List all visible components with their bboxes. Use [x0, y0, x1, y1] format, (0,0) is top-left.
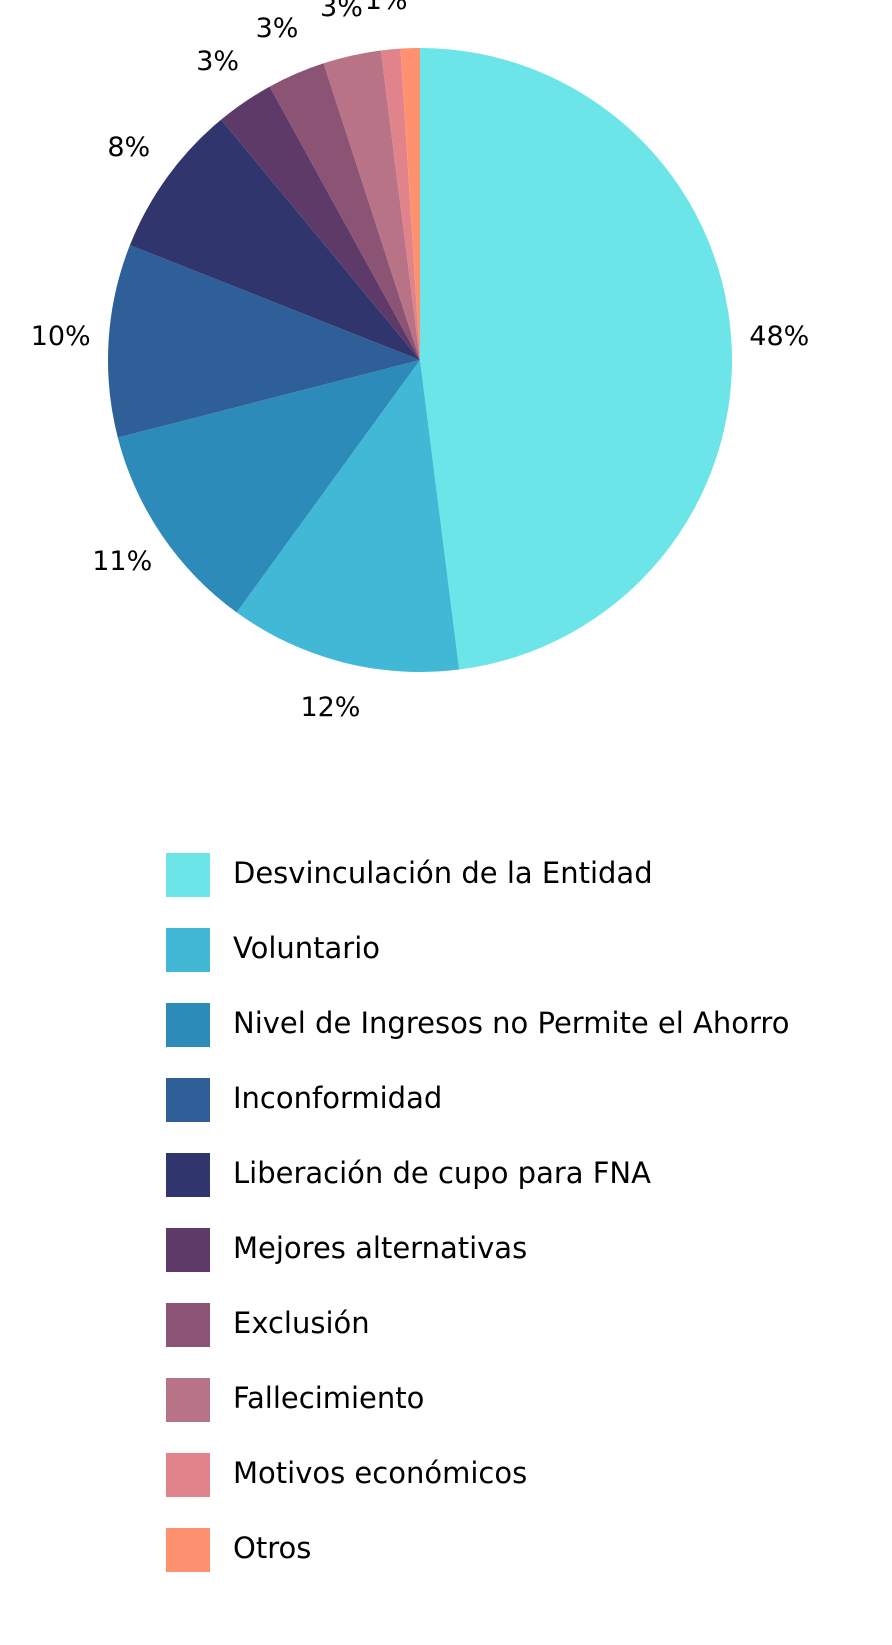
pie-slice [108, 245, 420, 438]
legend-swatch [166, 928, 210, 972]
legend-label: Otros [233, 1531, 311, 1565]
data-label: 8% [107, 132, 150, 163]
legend-swatch [166, 1453, 210, 1497]
legend-swatch [166, 853, 210, 897]
pie-slice [323, 50, 420, 361]
legend-label: Liberación de cupo para FNA [233, 1156, 651, 1190]
pie-slice [129, 119, 420, 360]
legend-label: Motivos económicos [233, 1456, 527, 1490]
data-label: 11% [92, 546, 152, 577]
data-label: 1% [365, 0, 408, 16]
data-label: 10% [31, 321, 91, 352]
legend-label: Fallecimiento [233, 1381, 424, 1415]
legend-swatch [166, 1153, 210, 1197]
legend-label: Exclusión [233, 1306, 370, 1340]
data-label: 3% [196, 46, 239, 77]
legend-swatch [166, 1378, 210, 1422]
legend-label: Voluntario [233, 931, 380, 965]
pie-slice [117, 360, 420, 613]
legend-label: Inconformidad [233, 1081, 442, 1115]
data-label: 3% [256, 13, 299, 44]
legend-swatch [166, 1003, 210, 1047]
pie-slice [221, 86, 420, 360]
legend-label: Mejores alternativas [233, 1231, 527, 1265]
legend-label: Desvinculación de la Entidad [233, 856, 653, 890]
data-label: 12% [300, 692, 360, 723]
data-label: 3% [320, 0, 363, 23]
pie-slice [400, 48, 420, 360]
pie-slice [269, 63, 420, 361]
pie-slice [236, 360, 460, 672]
pie-slice [420, 48, 733, 670]
pie-slice [380, 48, 420, 360]
legend-label: Nivel de Ingresos no Permite el Ahorro [233, 1006, 789, 1040]
legend-swatch [166, 1303, 210, 1347]
legend-swatch [166, 1228, 210, 1272]
legend-swatch [166, 1528, 210, 1572]
legend-swatch [166, 1078, 210, 1122]
data-label: 48% [749, 321, 809, 352]
